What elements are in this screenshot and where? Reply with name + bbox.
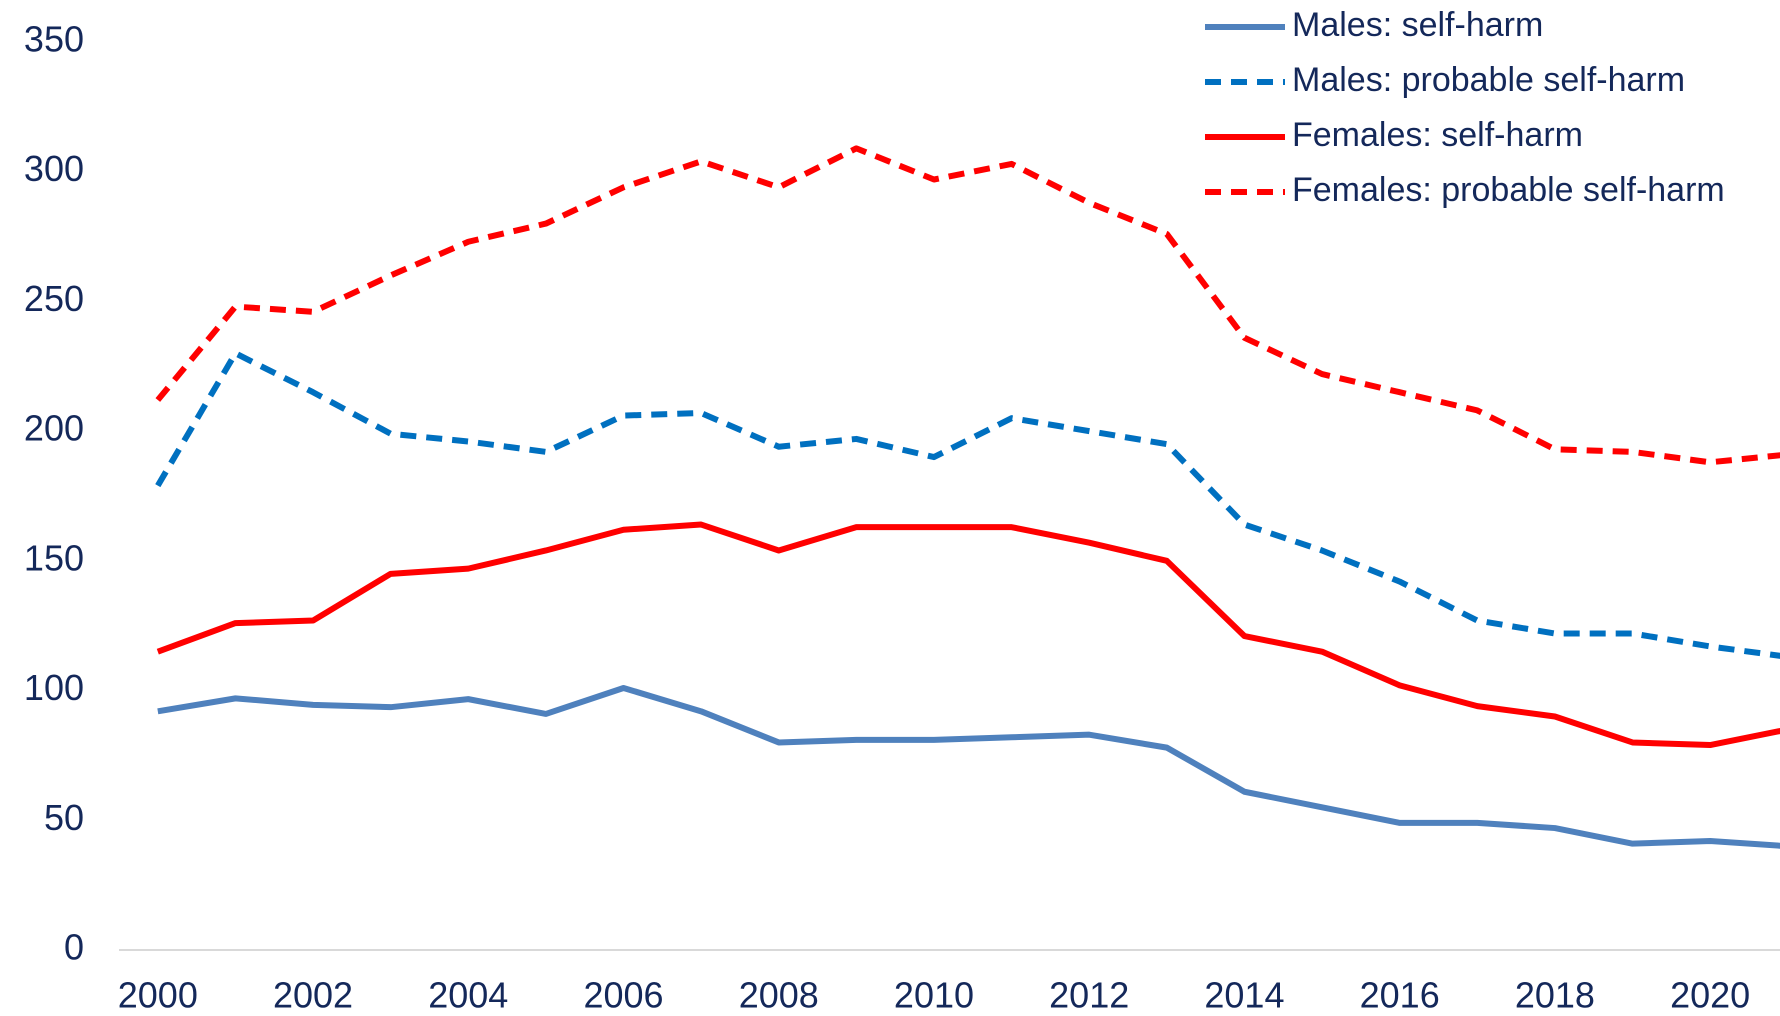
series-line [155, 350, 1780, 659]
x-tick-label: 2002 [273, 975, 353, 1016]
legend-label: Males: self-harm [1292, 6, 1543, 44]
x-tick-label: 2010 [894, 975, 974, 1016]
x-tick-label: 2018 [1515, 975, 1595, 1016]
y-tick-label: 300 [24, 148, 84, 189]
x-tick-label: 2004 [428, 975, 508, 1016]
legend-label: Females: self-harm [1292, 116, 1583, 154]
x-tick-label: 2006 [583, 975, 663, 1016]
x-tick-label: 2000 [118, 975, 198, 1016]
x-tick-label: 2016 [1360, 975, 1440, 1016]
y-tick-label: 50 [44, 797, 84, 838]
x-tick-label: 2014 [1204, 975, 1284, 1016]
y-tick-label: 100 [24, 667, 84, 708]
legend-label: Females: probable self-harm [1292, 171, 1725, 209]
x-tick-label: 2020 [1670, 975, 1750, 1016]
y-tick-label: 250 [24, 278, 84, 319]
x-tick-label: 2012 [1049, 975, 1129, 1016]
y-tick-label: 150 [24, 537, 84, 578]
y-tick-label: 0 [64, 927, 84, 968]
series-line [156, 521, 1780, 749]
x-tick-label: 2008 [739, 975, 819, 1016]
y-tick-label: 200 [24, 408, 84, 449]
series-line [155, 145, 1780, 466]
legend-label: Males: probable self-harm [1292, 61, 1685, 99]
series-line [157, 684, 1780, 849]
y-tick-label: 350 [24, 19, 84, 60]
